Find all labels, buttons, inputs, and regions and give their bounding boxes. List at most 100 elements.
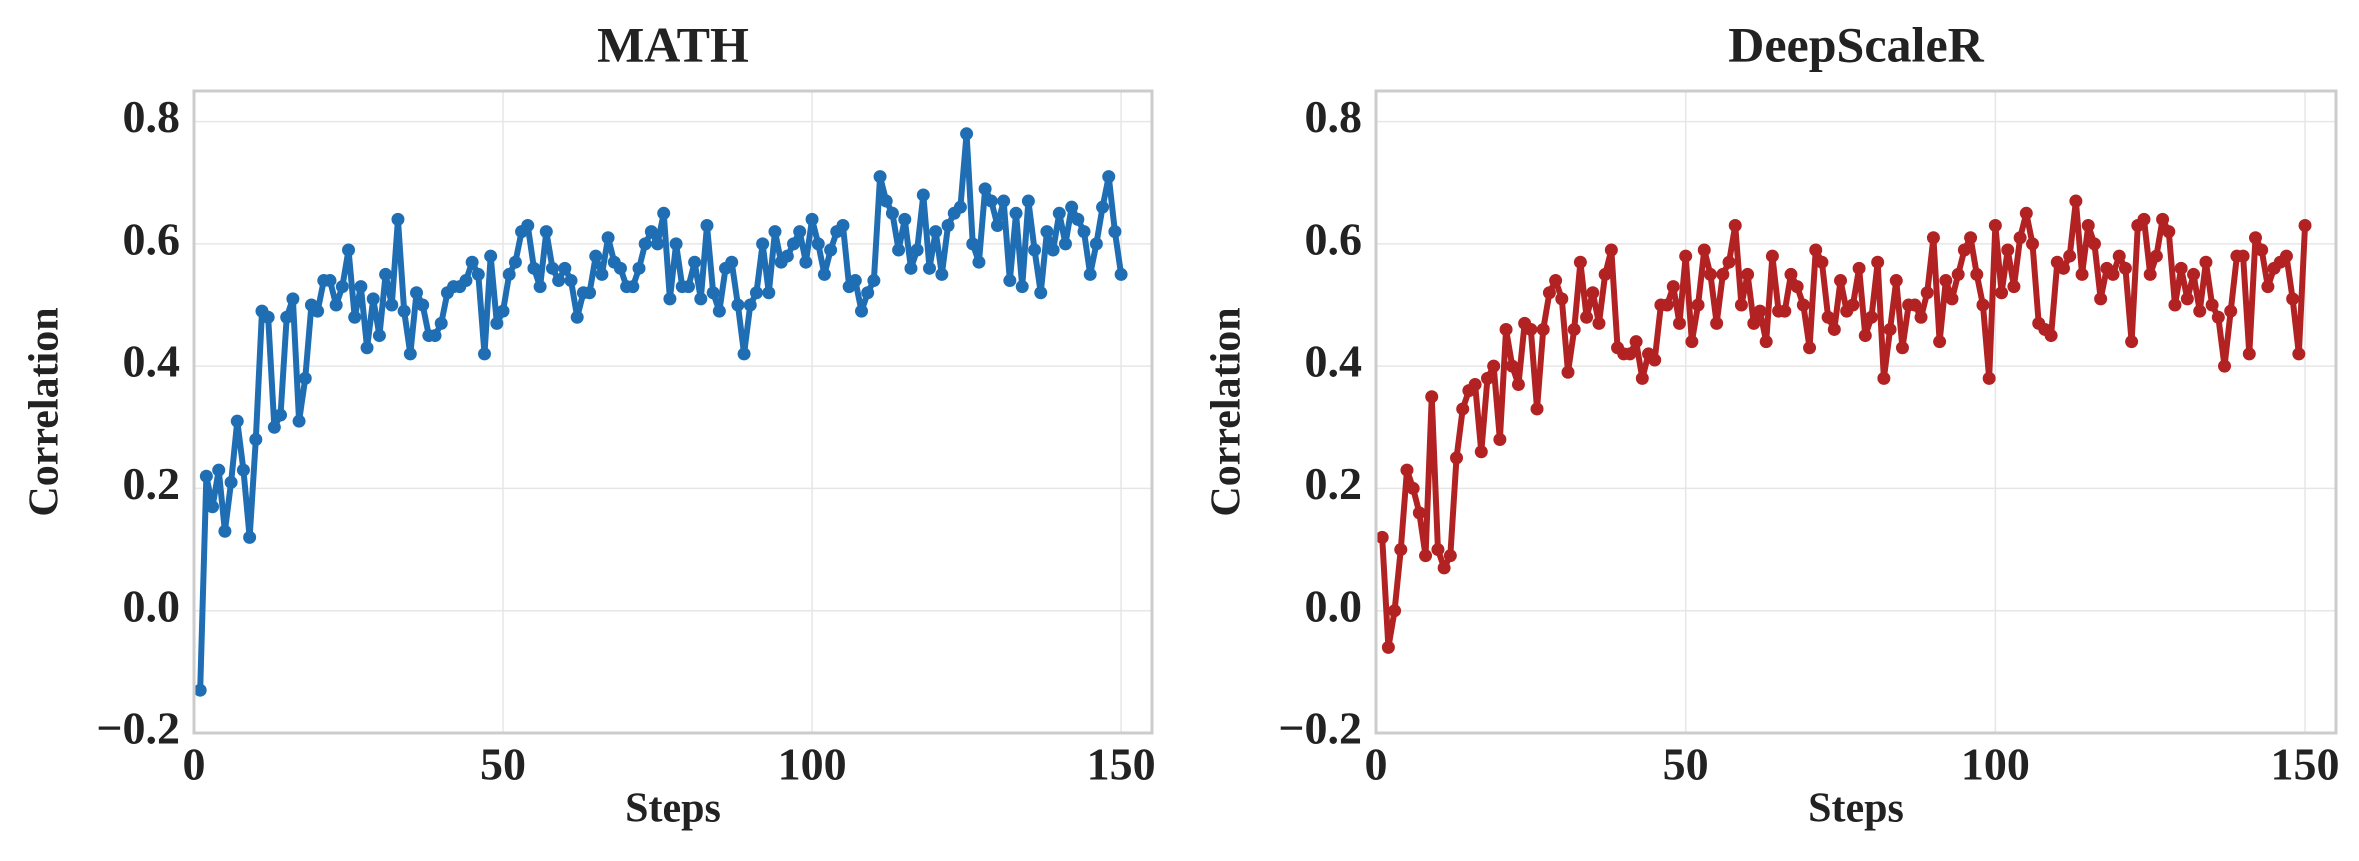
data-point xyxy=(1660,298,1674,312)
data-point xyxy=(867,274,881,288)
data-point xyxy=(583,286,597,300)
data-point xyxy=(997,194,1011,208)
data-point xyxy=(490,316,504,330)
data-point xyxy=(1474,445,1488,459)
data-point xyxy=(712,304,726,318)
data-point xyxy=(743,298,757,312)
data-point xyxy=(218,524,232,538)
data-point xyxy=(1412,506,1426,520)
data-point xyxy=(2211,310,2225,324)
data-point xyxy=(372,329,386,343)
data-point xyxy=(1505,359,1519,373)
data-point xyxy=(2001,243,2015,257)
data-point xyxy=(904,261,918,275)
data-point xyxy=(1034,286,1048,300)
data-point xyxy=(1672,316,1686,330)
data-point xyxy=(1803,341,1817,355)
chart-title: MATH xyxy=(597,16,749,72)
data-point xyxy=(552,274,566,288)
data-point xyxy=(2193,304,2207,318)
data-point xyxy=(1970,267,1984,281)
data-point xyxy=(1003,274,1017,288)
data-point xyxy=(879,194,893,208)
data-point xyxy=(1102,170,1116,184)
data-point xyxy=(1456,402,1470,416)
data-point xyxy=(2205,298,2219,312)
data-point xyxy=(2112,249,2126,263)
y-axis-label: Correlation xyxy=(22,307,68,516)
data-point xyxy=(1052,206,1066,220)
data-point xyxy=(558,261,572,275)
data-point xyxy=(1567,322,1581,336)
data-point xyxy=(1759,335,1773,349)
plot-frame xyxy=(1374,89,2338,735)
data-point xyxy=(1375,530,1389,544)
data-point xyxy=(1852,261,1866,275)
data-point xyxy=(2118,261,2132,275)
data-point xyxy=(601,231,615,245)
plot-background xyxy=(1376,91,2336,733)
data-point xyxy=(688,255,702,269)
data-point xyxy=(916,188,930,202)
data-point xyxy=(2236,249,2250,263)
data-point xyxy=(539,225,553,239)
data-point xyxy=(2174,261,2188,275)
x-tick-label: 100 xyxy=(778,739,847,790)
data-point xyxy=(922,261,936,275)
data-point xyxy=(1524,322,1538,336)
data-point xyxy=(589,249,603,263)
data-point xyxy=(966,237,980,251)
data-point xyxy=(385,298,399,312)
data-point xyxy=(632,261,646,275)
data-point xyxy=(379,267,393,281)
data-point xyxy=(1555,292,1569,306)
data-point xyxy=(521,219,535,233)
data-point xyxy=(929,225,943,239)
data-point xyxy=(1945,292,1959,306)
data-point xyxy=(910,243,924,257)
data-point xyxy=(848,274,862,288)
y-tick-label: 0.8 xyxy=(123,91,181,142)
data-point xyxy=(261,310,275,324)
data-point xyxy=(1988,219,2002,233)
data-point xyxy=(595,267,609,281)
data-point xyxy=(1957,243,1971,257)
data-point xyxy=(1511,377,1525,391)
data-point xyxy=(1933,335,1947,349)
data-point xyxy=(960,127,974,141)
data-point xyxy=(1604,243,1618,257)
data-point xyxy=(1895,341,1909,355)
data-point xyxy=(1443,549,1457,563)
data-point xyxy=(2125,335,2139,349)
data-point xyxy=(1883,322,1897,336)
data-point xyxy=(793,225,807,239)
data-point xyxy=(1487,359,1501,373)
data-point xyxy=(2162,225,2176,239)
y-tick-label: 0.2 xyxy=(1305,458,1363,509)
data-point xyxy=(230,414,244,428)
data-point xyxy=(1790,280,1804,294)
data-point xyxy=(1716,267,1730,281)
data-point xyxy=(527,261,541,275)
data-point xyxy=(292,414,306,428)
data-point xyxy=(1388,604,1402,618)
data-point xyxy=(892,243,906,257)
data-point xyxy=(749,286,763,300)
data-point xyxy=(2255,243,2269,257)
data-point xyxy=(1951,267,1965,281)
data-point xyxy=(1065,200,1079,214)
data-point xyxy=(1666,280,1680,294)
data-point xyxy=(651,237,665,251)
data-point xyxy=(935,267,949,281)
data-point xyxy=(249,433,263,447)
data-point xyxy=(1871,255,1885,269)
data-point xyxy=(1778,304,1792,318)
data-point xyxy=(267,420,281,434)
data-point xyxy=(762,286,776,300)
data-point xyxy=(1697,243,1711,257)
data-point xyxy=(1734,298,1748,312)
data-point xyxy=(224,475,238,489)
x-tick-label: 150 xyxy=(1087,739,1156,790)
data-point xyxy=(1765,249,1779,263)
